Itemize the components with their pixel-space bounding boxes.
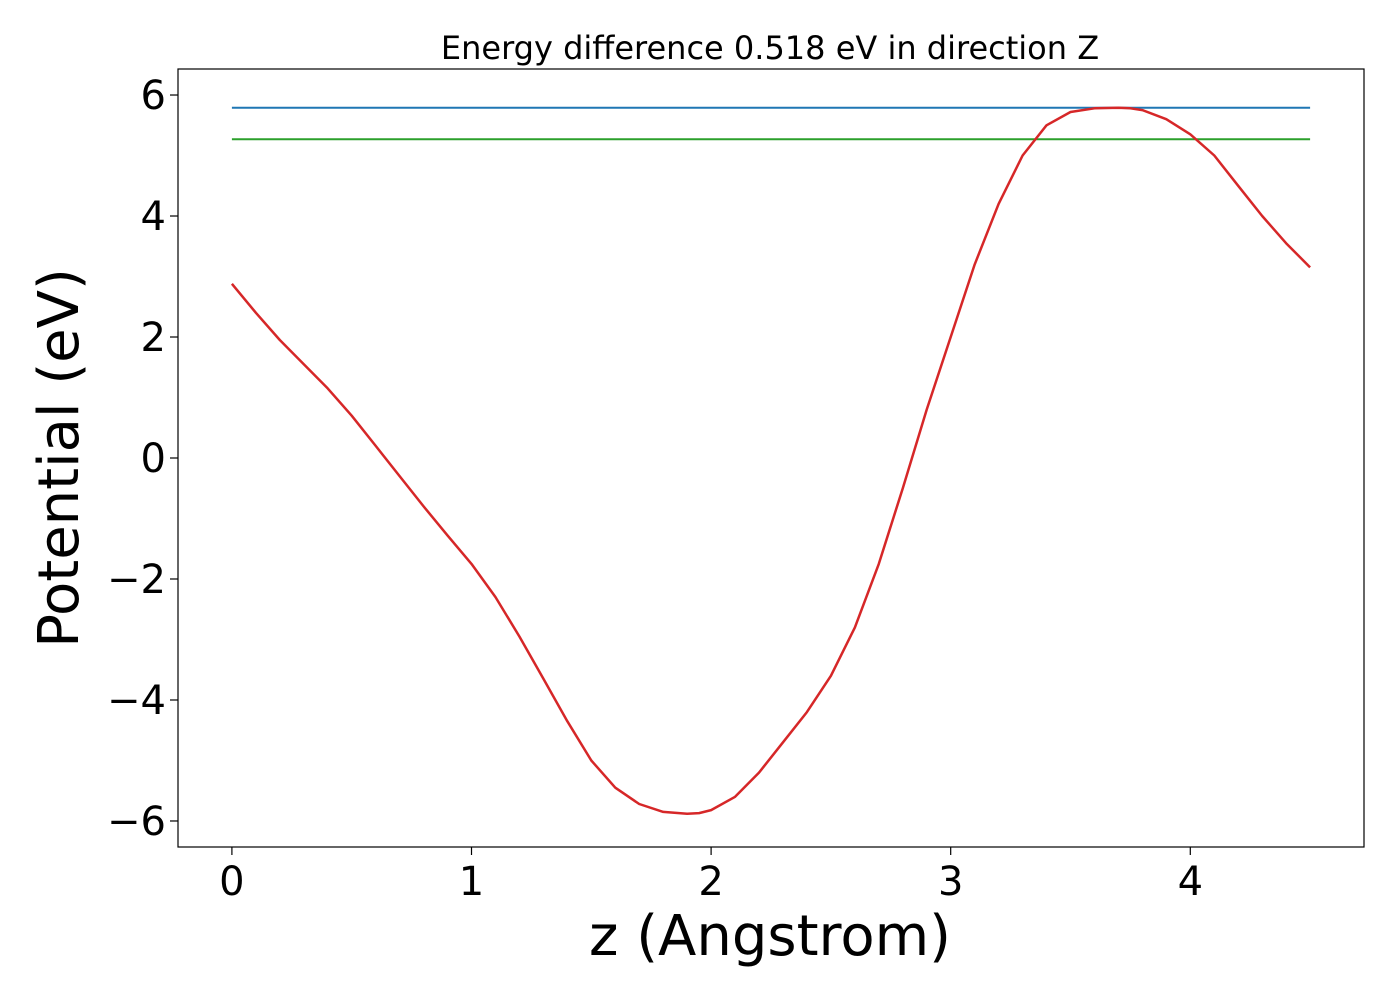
- y-tick-label: −4: [107, 678, 166, 724]
- x-axis: 0 1 2 3 4: [219, 847, 1203, 905]
- y-axis-label: Potential (eV): [27, 268, 92, 648]
- y-tick-label: 0: [141, 436, 166, 482]
- plot-frame: [177, 68, 1365, 848]
- y-axis: −6 −4 −2 0 2 4 6: [107, 73, 178, 845]
- x-axis-label: z (Angstrom): [589, 904, 951, 969]
- y-tick-label: 4: [141, 194, 166, 240]
- y-tick-label: −2: [107, 557, 166, 603]
- y-tick-label: 2: [141, 315, 166, 361]
- series-line-0: [230, 106, 1311, 815]
- x-tick-label: 1: [459, 859, 484, 905]
- x-tick-label: 2: [698, 859, 723, 905]
- x-tick-label: 3: [938, 859, 963, 905]
- chart-title: Energy difference 0.518 eV in direction …: [441, 29, 1099, 67]
- series-layer: [230, 106, 1311, 815]
- x-tick-label: 0: [219, 859, 244, 905]
- y-tick-label: 6: [141, 73, 166, 119]
- x-tick-label: 4: [1178, 859, 1203, 905]
- y-tick-label: −6: [107, 799, 166, 845]
